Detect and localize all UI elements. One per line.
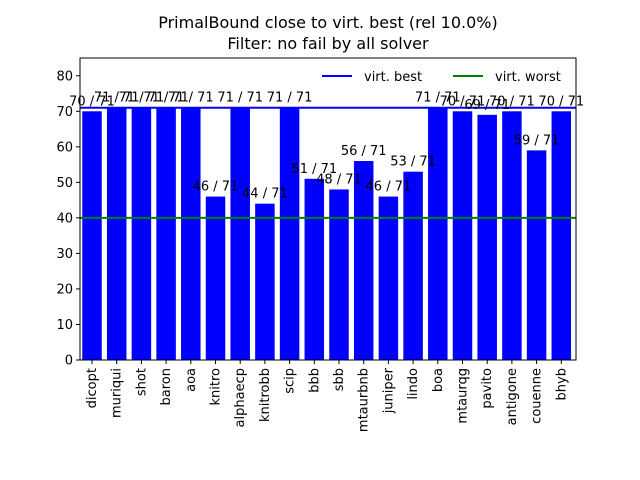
x-tick-label: bbb [307,368,322,393]
data-label: 46 / 71 [366,180,412,195]
y-tick-label: 10 [56,318,73,333]
x-tick-label: boa [431,368,446,392]
y-tick-label: 0 [65,354,73,369]
x-tick-label: dicopt [85,368,100,408]
bar [181,107,201,360]
data-label: 70 / 71 [440,94,486,109]
legend-label: virt. worst [495,70,561,85]
bar [551,111,572,360]
y-tick-label: 30 [56,247,73,262]
data-label: 71 / 71 [415,91,461,106]
x-tick-label: bhyb [554,368,569,400]
x-tick-label: lindo [406,368,421,400]
x-axis: dicopt muriqui shot baron aoa knitro alphaecp k… [85,360,569,432]
data-label: 44 / 71 [242,187,288,202]
x-tick-label: juniper [381,367,396,414]
data-label: 70 / 71 [69,94,115,109]
x-tick-label: mtaurbnb [357,368,372,432]
x-tick-label: sbb [332,368,347,391]
bar [526,150,547,360]
chart-subtitle: Filter: no fail by all solver [227,34,429,53]
bar [230,107,250,360]
bar [156,107,176,360]
bar [353,161,374,360]
y-tick-label: 50 [56,176,73,191]
y-tick-label: 80 [56,69,73,84]
data-label: 71 / 71 [94,91,140,106]
data-label: 70 / 71 [538,94,584,109]
x-tick-label: knitrobb [258,368,273,422]
legend-label: virt. best [364,70,422,85]
bars-group [82,107,572,360]
x-tick-label: baron [159,368,174,405]
bar [106,107,127,360]
y-tick-label: 70 [56,105,73,120]
chart-title: PrimalBound close to virt. best (rel 10.… [158,13,498,32]
x-tick-label: alphaecp [233,368,248,427]
x-tick-label: antigone [505,368,520,425]
bar [255,203,275,360]
data-label: 53 / 71 [390,155,436,170]
bar [82,111,102,360]
bar [403,171,423,360]
bar [131,107,152,360]
bar [452,111,473,360]
y-axis: 0 10 20 30 40 50 60 70 80 [56,69,80,369]
bar [329,189,349,360]
x-tick-label: couenne [530,368,545,424]
y-tick-label: 20 [56,282,73,297]
y-tick-label: 60 [56,140,73,155]
data-label: 56 / 71 [341,144,387,159]
data-label: 51 / 71 [291,162,337,177]
data-label: 70 / 71 [489,94,535,109]
data-label: 69 / 71 [464,98,510,113]
bar [378,196,399,360]
bar [205,196,226,360]
bar [304,178,325,360]
x-tick-label: scip [283,368,298,394]
data-label: 46 / 71 [193,180,239,195]
data-label: 71 / 71 [119,91,165,106]
x-tick-label: aoa [184,368,199,392]
data-label: 71 / 71 [168,91,214,106]
y-tick-label: 40 [56,211,73,226]
x-tick-label: knitro [209,368,224,406]
data-label: 59 / 71 [514,133,560,148]
reference-lines-group [80,106,576,219]
data-label: 71 / 71 [217,91,263,106]
data-label: 71 / 71 [143,91,189,106]
x-tick-label: mtaurqg [456,368,471,424]
x-tick-label: muriqui [110,368,125,418]
bar [428,107,448,360]
x-tick-label: shot [134,368,149,396]
legend: virt. best virt. worst [322,70,561,85]
data-label: 71 / 71 [267,91,313,106]
bar [279,107,300,360]
bar [477,114,497,360]
bar [502,111,522,360]
data-label: 48 / 71 [316,172,362,187]
plot-frame [79,57,577,361]
x-tick-label: pavito [480,368,495,409]
